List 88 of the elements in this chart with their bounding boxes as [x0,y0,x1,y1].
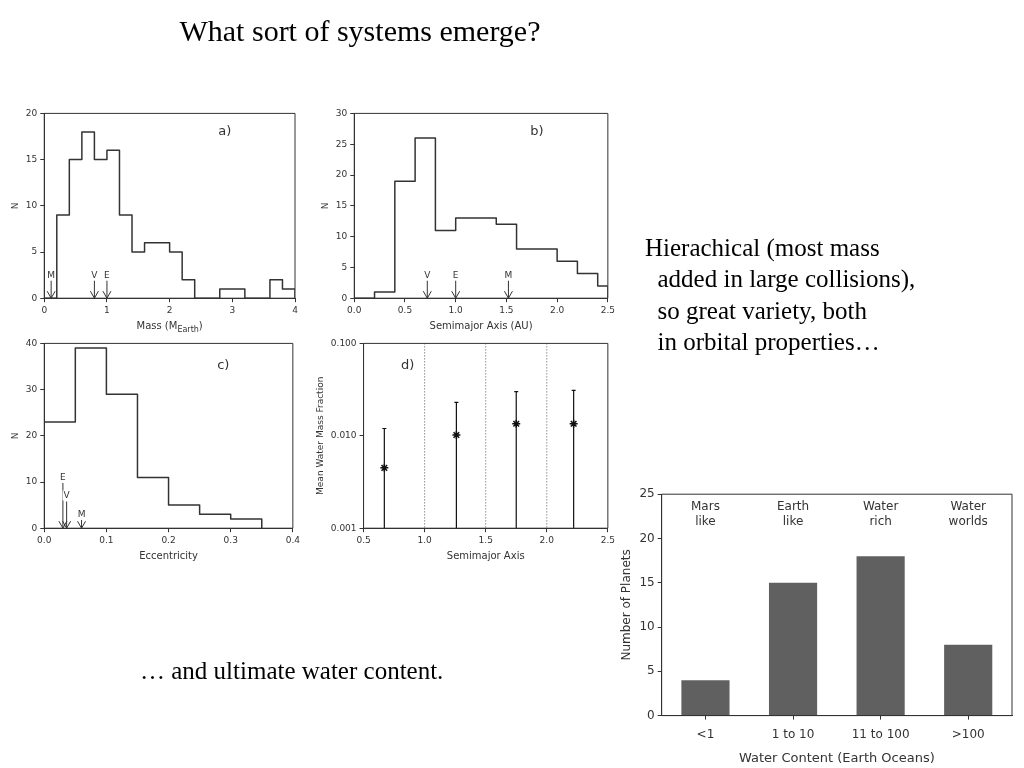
bar [681,680,730,716]
point [511,419,521,429]
x-tick-label: 11 to 100 [851,726,910,741]
x-tick-label: 0 [41,304,48,315]
point [379,463,390,473]
bar [856,556,905,716]
y-tick-label: 20 [335,169,348,180]
x-tick-label: 0.3 [223,534,238,545]
x-tick-label: 0.0 [347,304,362,315]
annotation: M [77,508,86,519]
x-tick-label: 1.0 [417,534,433,545]
x-tick-label: 3 [229,304,236,315]
annotation: b) [530,123,544,139]
y-tick-label: 5 [31,246,38,257]
annotation: E [452,269,459,280]
x-tick-label: 0.4 [285,534,301,545]
y-tick-label: 0.100 [330,337,357,348]
x-tick-label: 0.5 [356,534,371,545]
x-tick-label: 2.5 [600,304,616,315]
annotation: a) [218,123,232,139]
y-tick-label: 10 [25,200,38,211]
y-tick-label: 20 [25,430,38,441]
annotation: V [63,490,71,501]
annotation: Water rich [862,498,899,528]
y-tick-label: 0.001 [330,522,357,533]
y-tick-label: 15 [335,200,348,211]
annotation: M [47,269,56,280]
y-tick-label: 20 [639,530,655,545]
y-tick-label: 15 [639,574,655,589]
y-tick-label: 15 [25,153,38,164]
x-tick-label: 0.0 [37,534,52,545]
y-tick-label: 20 [25,107,38,118]
bar [768,582,818,716]
annotation: d) [400,356,415,372]
y-tick-label: 0 [31,292,38,303]
annotation: Earth like [776,498,810,528]
text: … and ultimate water content. [140,656,444,686]
y-tick-label: 0 [647,707,655,722]
text: What sort of systems emerge? [178,14,542,48]
x-tick-label: >100 [951,726,985,741]
x-tick-label: 2 [166,304,173,315]
y-tick-label: 10 [639,619,655,634]
x-tick-label: 0.2 [161,534,176,545]
annotation: c) [217,356,230,372]
bar [944,644,993,716]
y-axis-title: N [9,202,20,210]
y-tick-label: 5 [341,261,348,272]
x-tick-label: 1.5 [499,304,514,315]
y-tick-label: 0 [341,292,348,303]
y-axis-title: Number of Planets [619,549,634,661]
y-tick-label: 5 [647,663,655,678]
text: Hierachical (most mass added in large collisions), so great variety, both in orbital properties… [645,233,916,357]
annotation: M [504,269,513,280]
x-axis-title: Eccentricity [139,550,198,561]
x-tick-label: 1.0 [448,304,464,315]
y-axis-title: N [319,202,330,210]
y-tick-label: 25 [639,486,655,501]
x-axis-title: Semimajor Axis [446,550,525,561]
x-axis-title: Water Content (Earth Oceans) [738,750,935,765]
y-tick-label: 10 [25,476,38,487]
x-tick-label: 0.1 [99,534,114,545]
point [451,430,462,440]
y-tick-label: 10 [335,230,348,241]
x-tick-label: 2.0 [549,304,565,315]
y-tick-label: 0.010 [330,430,357,441]
annotation: V [424,269,432,280]
y-tick-label: 30 [335,107,348,118]
y-tick-label: 25 [335,138,348,149]
x-tick-label: 2.0 [539,534,555,545]
x-tick-label: 1 [104,304,110,315]
annotation: E [104,269,111,280]
x-tick-label: 1 to 10 [771,726,815,741]
x-tick-label: 1.5 [478,534,493,545]
y-axis-title: N [9,432,20,440]
annotation: Mars like [691,498,720,528]
x-axis-title: Semimajor Axis (AU) [429,320,533,331]
x-tick-label: 4 [292,304,299,315]
point [568,419,579,429]
annotation: E [60,471,67,482]
annotation: Water worlds [948,498,988,528]
y-tick-label: 40 [25,337,38,348]
x-tick-label: 0.5 [397,304,413,315]
x-tick-label: 2.5 [600,534,616,545]
x-tick-label: <1 [696,726,715,741]
annotation: V [91,269,99,280]
y-tick-label: 0 [31,522,38,533]
y-tick-label: 30 [25,383,38,394]
y-axis-title: Mean Water Mass Fraction [314,376,325,495]
